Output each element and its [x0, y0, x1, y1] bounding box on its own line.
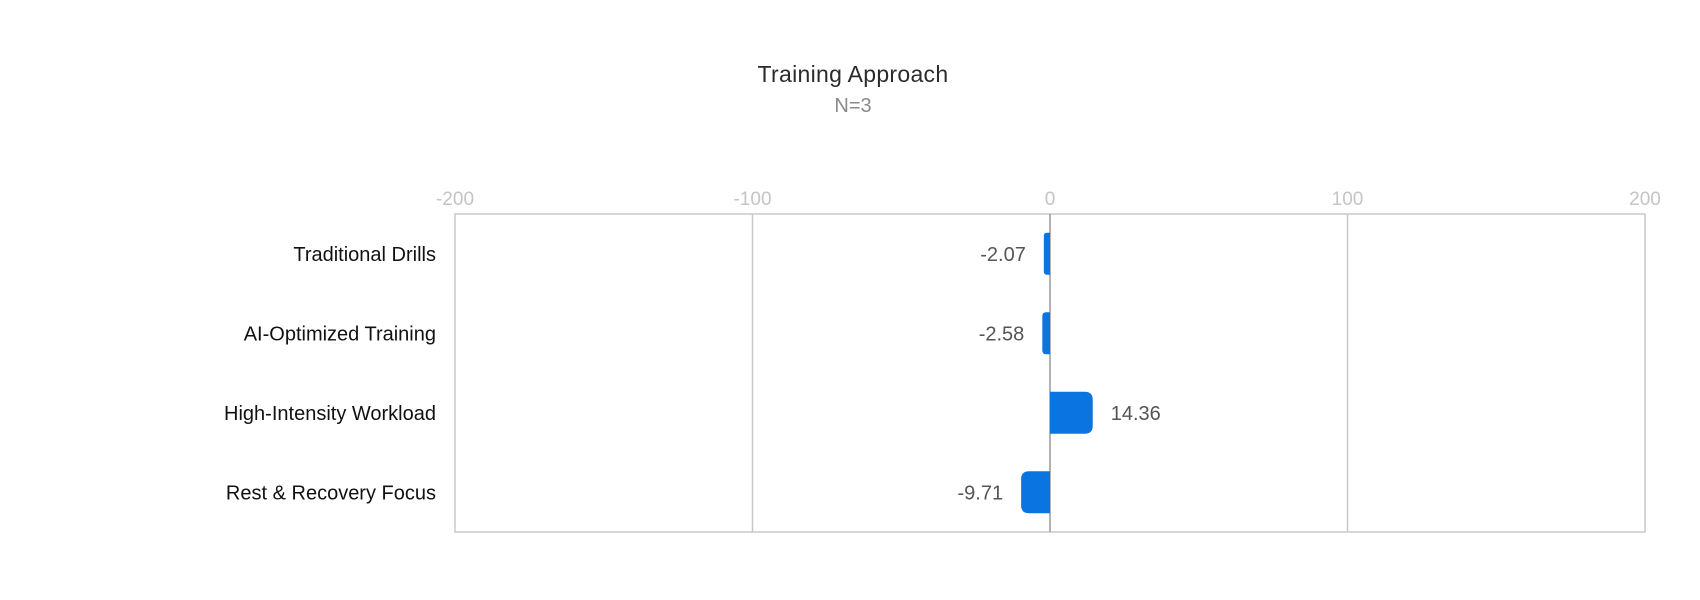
- value-labels: -2.07 -2.58 14.36 -9.71: [958, 244, 1161, 505]
- bar: [1050, 391, 1093, 434]
- x-tick-label: 100: [1332, 189, 1364, 210]
- chart-title: Training Approach: [758, 61, 949, 87]
- category-labels: Traditional Drills AI-Optimized Training H…: [224, 244, 436, 505]
- bar: [1021, 471, 1050, 514]
- category-label: Traditional Drills: [293, 244, 436, 266]
- category-label: Rest & Recovery Focus: [226, 482, 436, 504]
- x-tick-label: 0: [1045, 189, 1056, 210]
- bar: [1043, 232, 1050, 275]
- category-label: High-Intensity Workload: [224, 403, 436, 425]
- x-tick-label: 200: [1629, 189, 1661, 210]
- chart-subtitle: N=3: [834, 95, 871, 117]
- bar: [1042, 312, 1050, 355]
- value-label: -2.58: [979, 323, 1025, 345]
- value-label: -9.71: [958, 482, 1004, 504]
- value-label: 14.36: [1111, 403, 1161, 425]
- x-tick-label: -100: [733, 189, 771, 210]
- category-label: AI-Optimized Training: [244, 323, 436, 345]
- x-axis-ticks: -200 -100 0 100 200: [436, 189, 1661, 210]
- bars: [1021, 232, 1093, 514]
- value-label: -2.07: [980, 244, 1026, 266]
- x-tick-label: -200: [436, 189, 474, 210]
